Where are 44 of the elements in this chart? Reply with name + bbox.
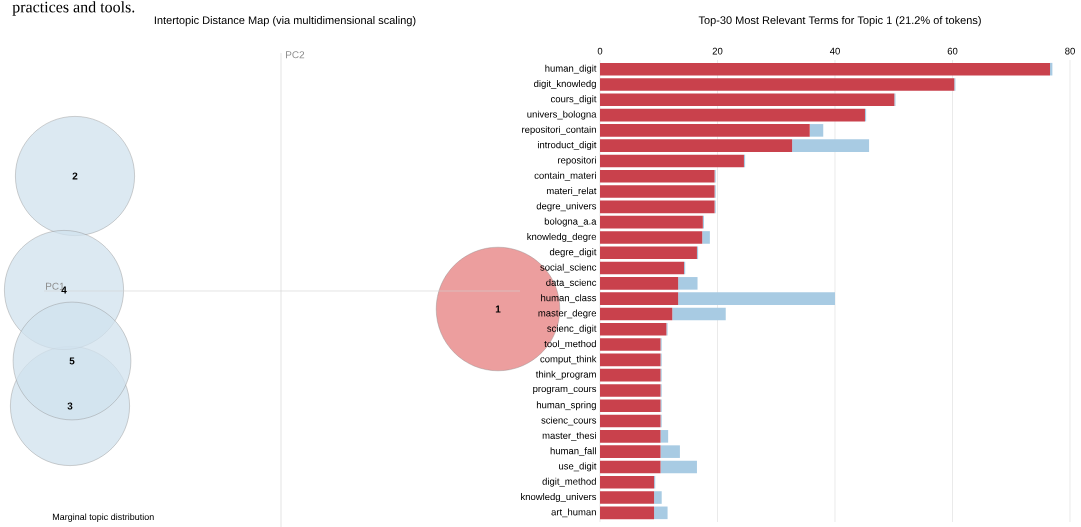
text: Marginal topic distribution (52, 513, 154, 522)
y-tick-label: human_fall (550, 447, 596, 457)
y-tick-label: human_digit (545, 64, 597, 74)
x-tick-label: 80 (1065, 47, 1075, 55)
y-tick-label: knowledg_degre (527, 233, 597, 242)
chart-title: Top-30 Most Relevant Terms for Topic 1 (21.2% of tokens) (698, 16, 981, 27)
text: 1 (495, 305, 501, 313)
y-tick-label: univers_bologna (527, 110, 597, 120)
text: Intertopic Distance Map (via multidimensional scaling) (154, 16, 416, 27)
y-tick-label: program_cours (533, 386, 597, 394)
y-tick-label: art_human (551, 508, 596, 518)
y-tick-label: degre_digit (549, 248, 597, 258)
y-tick-label: master_degre (538, 309, 597, 319)
text: practices and tools. (12, 1, 135, 16)
y-tick-label: repositori_contain (522, 125, 596, 135)
y-tick-label: materi_relat (546, 187, 597, 196)
y-tick-label: master_thesi (542, 431, 596, 441)
y-tick-label: digit_method (542, 477, 596, 487)
y-tick-label: scienc_cours (541, 416, 597, 426)
y-tick-label: degre_univers (536, 202, 597, 212)
y-tick-label: social_scienc (540, 263, 597, 273)
y-tick-label: tool_method (544, 340, 596, 349)
x-tick-label: 60 (947, 47, 958, 55)
text: 3 (67, 402, 73, 410)
y-tick-label: cours_digit (550, 95, 597, 105)
x-tick-label: 20 (712, 47, 723, 55)
y-tick-label: scienc_digit (547, 324, 597, 334)
text: 5 (69, 357, 75, 365)
y-tick-label: digit_knowledg (534, 80, 596, 89)
y-tick-label: repositori (558, 156, 596, 166)
y-tick-label: human_spring (536, 401, 596, 411)
y-tick-label: think_program (535, 370, 596, 380)
y-tick-label: knowledg_univers (521, 493, 597, 502)
y-tick-label: human_class (541, 294, 597, 304)
y-tick-label: contain_materi (534, 171, 596, 181)
text: 2 (72, 172, 78, 180)
x-tick-label: 40 (829, 47, 840, 55)
y-tick-label: introduct_digit (537, 141, 597, 151)
x-tick-label: 0 (597, 47, 603, 55)
text: PC2 (286, 51, 305, 59)
y-tick-label: comput_think (540, 355, 597, 365)
y-tick-label: use_digit (559, 462, 597, 472)
y-tick-label: data_scienc (546, 278, 597, 288)
y-tick-label: bologna_a.a (544, 217, 597, 227)
